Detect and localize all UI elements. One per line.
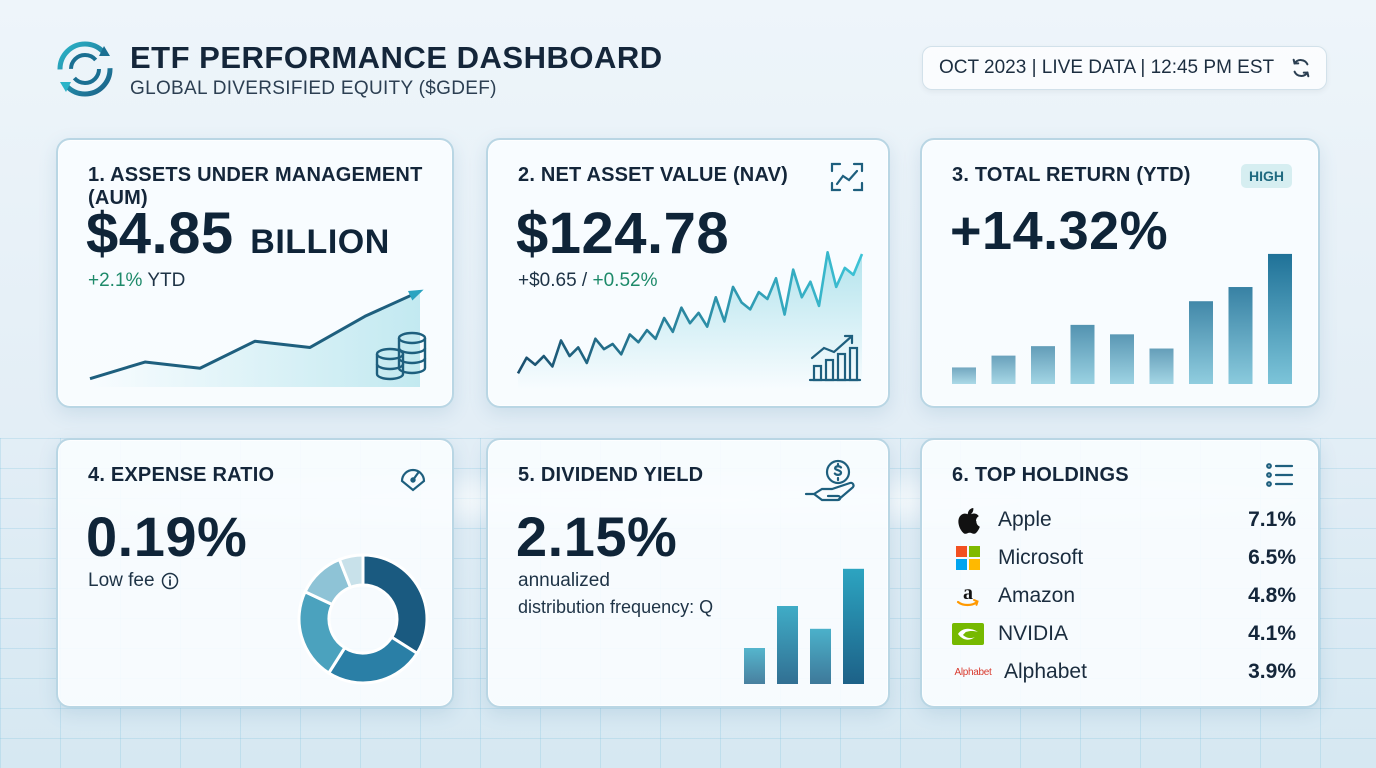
holding-name: Apple [998, 508, 1052, 531]
holding-weight: 4.1% [1248, 622, 1296, 645]
fund-subtitle: GLOBAL DIVERSIFIED EQUITY ($GDEF) [130, 78, 497, 99]
expense-title: 4. EXPENSE RATIO [88, 464, 275, 486]
holdings-title: 6. TOP HOLDINGS [952, 464, 1129, 486]
total-return-bar [1031, 346, 1055, 384]
total-return-bar [952, 367, 976, 384]
list-icon[interactable] [1266, 462, 1294, 488]
page-title: ETF PERFORMANCE DASHBOARD [130, 40, 663, 75]
expense-value: 0.19% [86, 505, 248, 568]
annualized-label: annualized [518, 570, 610, 591]
bar-growth-icon [808, 334, 862, 382]
low-fee-label: Low fee [88, 570, 155, 591]
nav-value: $124.78 [516, 201, 730, 266]
nav-change-sep: / [576, 270, 593, 291]
aum-amount: $4.85 [86, 201, 234, 266]
holding-row-amazon[interactable]: a Amazon 4.8% [950, 578, 1296, 614]
holding-weight: 7.1% [1248, 508, 1296, 531]
donut-slice [297, 589, 347, 676]
alphabet-logo-text: Alphabet [954, 666, 992, 678]
nav-title: 2. NET ASSET VALUE (NAV) [518, 164, 789, 186]
dividend-value: 2.15% [516, 505, 678, 568]
svg-text:a: a [963, 582, 973, 604]
total-return-bar [1228, 287, 1253, 384]
amazon-icon: a [950, 581, 986, 611]
aum-trend-chart [89, 289, 424, 387]
total-return-bar [991, 355, 1016, 384]
aum-value: $4.85 BILLION [86, 200, 390, 267]
holding-weight: 4.8% [1248, 584, 1296, 607]
refresh-cycle-logo-icon [57, 41, 113, 97]
donut-slice [326, 635, 420, 685]
total-return-bar-chart [952, 253, 1292, 384]
holding-weight: 3.9% [1248, 660, 1296, 683]
coin-stack-icon [375, 331, 427, 381]
holding-name: Amazon [998, 584, 1076, 607]
nav-trend-line [516, 251, 864, 374]
info-icon[interactable] [161, 572, 179, 590]
dividend-title: 5. DIVIDEND YIELD [518, 464, 704, 486]
aum-unit: BILLION [250, 223, 390, 261]
holding-name: Microsoft [998, 546, 1084, 569]
microsoft-icon [950, 543, 986, 573]
dividend-bar-chart [744, 568, 864, 684]
total-return-bar [1070, 324, 1095, 384]
expense-note: Low fee [88, 570, 179, 592]
gauge-icon [400, 468, 426, 492]
holding-row-alphabet[interactable]: Alphabet Alphabet 3.9% [950, 654, 1296, 690]
total-return-bar [1149, 348, 1174, 384]
dividend-yield-card[interactable]: 5. DIVIDEND YIELD 2.15% annualized distr… [486, 438, 890, 708]
donut-slice [337, 553, 365, 590]
nav-change-pct: +0.52% [592, 270, 658, 291]
expense-donut-chart [297, 553, 429, 685]
holding-weight: 6.5% [1248, 546, 1296, 569]
nav-change-abs: +$0.65 [518, 270, 577, 291]
nav-card[interactable]: 2. NET ASSET VALUE (NAV) $124.78 +$0.65 … [486, 138, 890, 408]
expand-chart-icon[interactable] [830, 162, 864, 192]
nav-trend-chart [516, 251, 864, 390]
aum-change-suffix: YTD [147, 270, 186, 291]
aum-trend-area [90, 291, 420, 387]
holding-row-microsoft[interactable]: Microsoft 6.5% [950, 540, 1296, 576]
aum-title: 1. ASSETS UNDER MANAGEMENT (AUM) [88, 164, 423, 209]
holding-row-nvidia[interactable]: NVIDIA 4.1% [950, 616, 1296, 652]
aum-card[interactable]: 1. ASSETS UNDER MANAGEMENT (AUM) $4.85 B… [56, 138, 454, 408]
distribution-frequency-label: distribution frequency: Q [518, 597, 714, 617]
aum-change: +2.1% YTD [88, 270, 185, 292]
aum-change-pct: +2.1% [88, 270, 143, 291]
alphabet-logo: Alphabet [950, 657, 996, 687]
nvidia-icon [950, 619, 986, 649]
total-return-bar [1268, 253, 1292, 384]
total-return-value: +14.32% [950, 201, 1169, 261]
dividend-bar [843, 568, 864, 684]
total-return-title: 3. TOTAL RETURN (YTD) [952, 164, 1191, 186]
apple-icon [950, 505, 986, 535]
dividend-bar [744, 648, 765, 684]
donut-slice [361, 553, 429, 656]
total-return-bar [1110, 334, 1134, 384]
dividend-bar [810, 628, 831, 684]
top-holdings-card[interactable]: 6. TOP HOLDINGS Apple 7.1% Microsoft 6.5… [920, 438, 1320, 708]
aum-trend-arrowhead [408, 289, 424, 301]
total-return-bar [1189, 301, 1213, 384]
dividend-hand-coin-icon [804, 459, 855, 502]
expense-ratio-card[interactable]: 4. EXPENSE RATIO 0.19% Low fee [56, 438, 454, 708]
status-bar: OCT 2023 | LIVE DATA | 12:45 PM EST [922, 46, 1327, 90]
holding-name: NVIDIA [998, 622, 1069, 645]
nav-trend-area [518, 252, 862, 390]
high-badge: HIGH [1241, 164, 1292, 188]
nav-change: +$0.65 / +0.52% [518, 270, 657, 292]
aum-trend-line [89, 289, 421, 381]
holding-row-apple[interactable]: Apple 7.1% [950, 502, 1296, 538]
dividend-bar [777, 606, 798, 684]
total-return-card[interactable]: 3. TOTAL RETURN (YTD) HIGH +14.32% [920, 138, 1320, 408]
refresh-icon[interactable] [1290, 57, 1312, 79]
holding-name: Alphabet [1004, 660, 1087, 683]
status-text: OCT 2023 | LIVE DATA | 12:45 PM EST [939, 57, 1275, 78]
